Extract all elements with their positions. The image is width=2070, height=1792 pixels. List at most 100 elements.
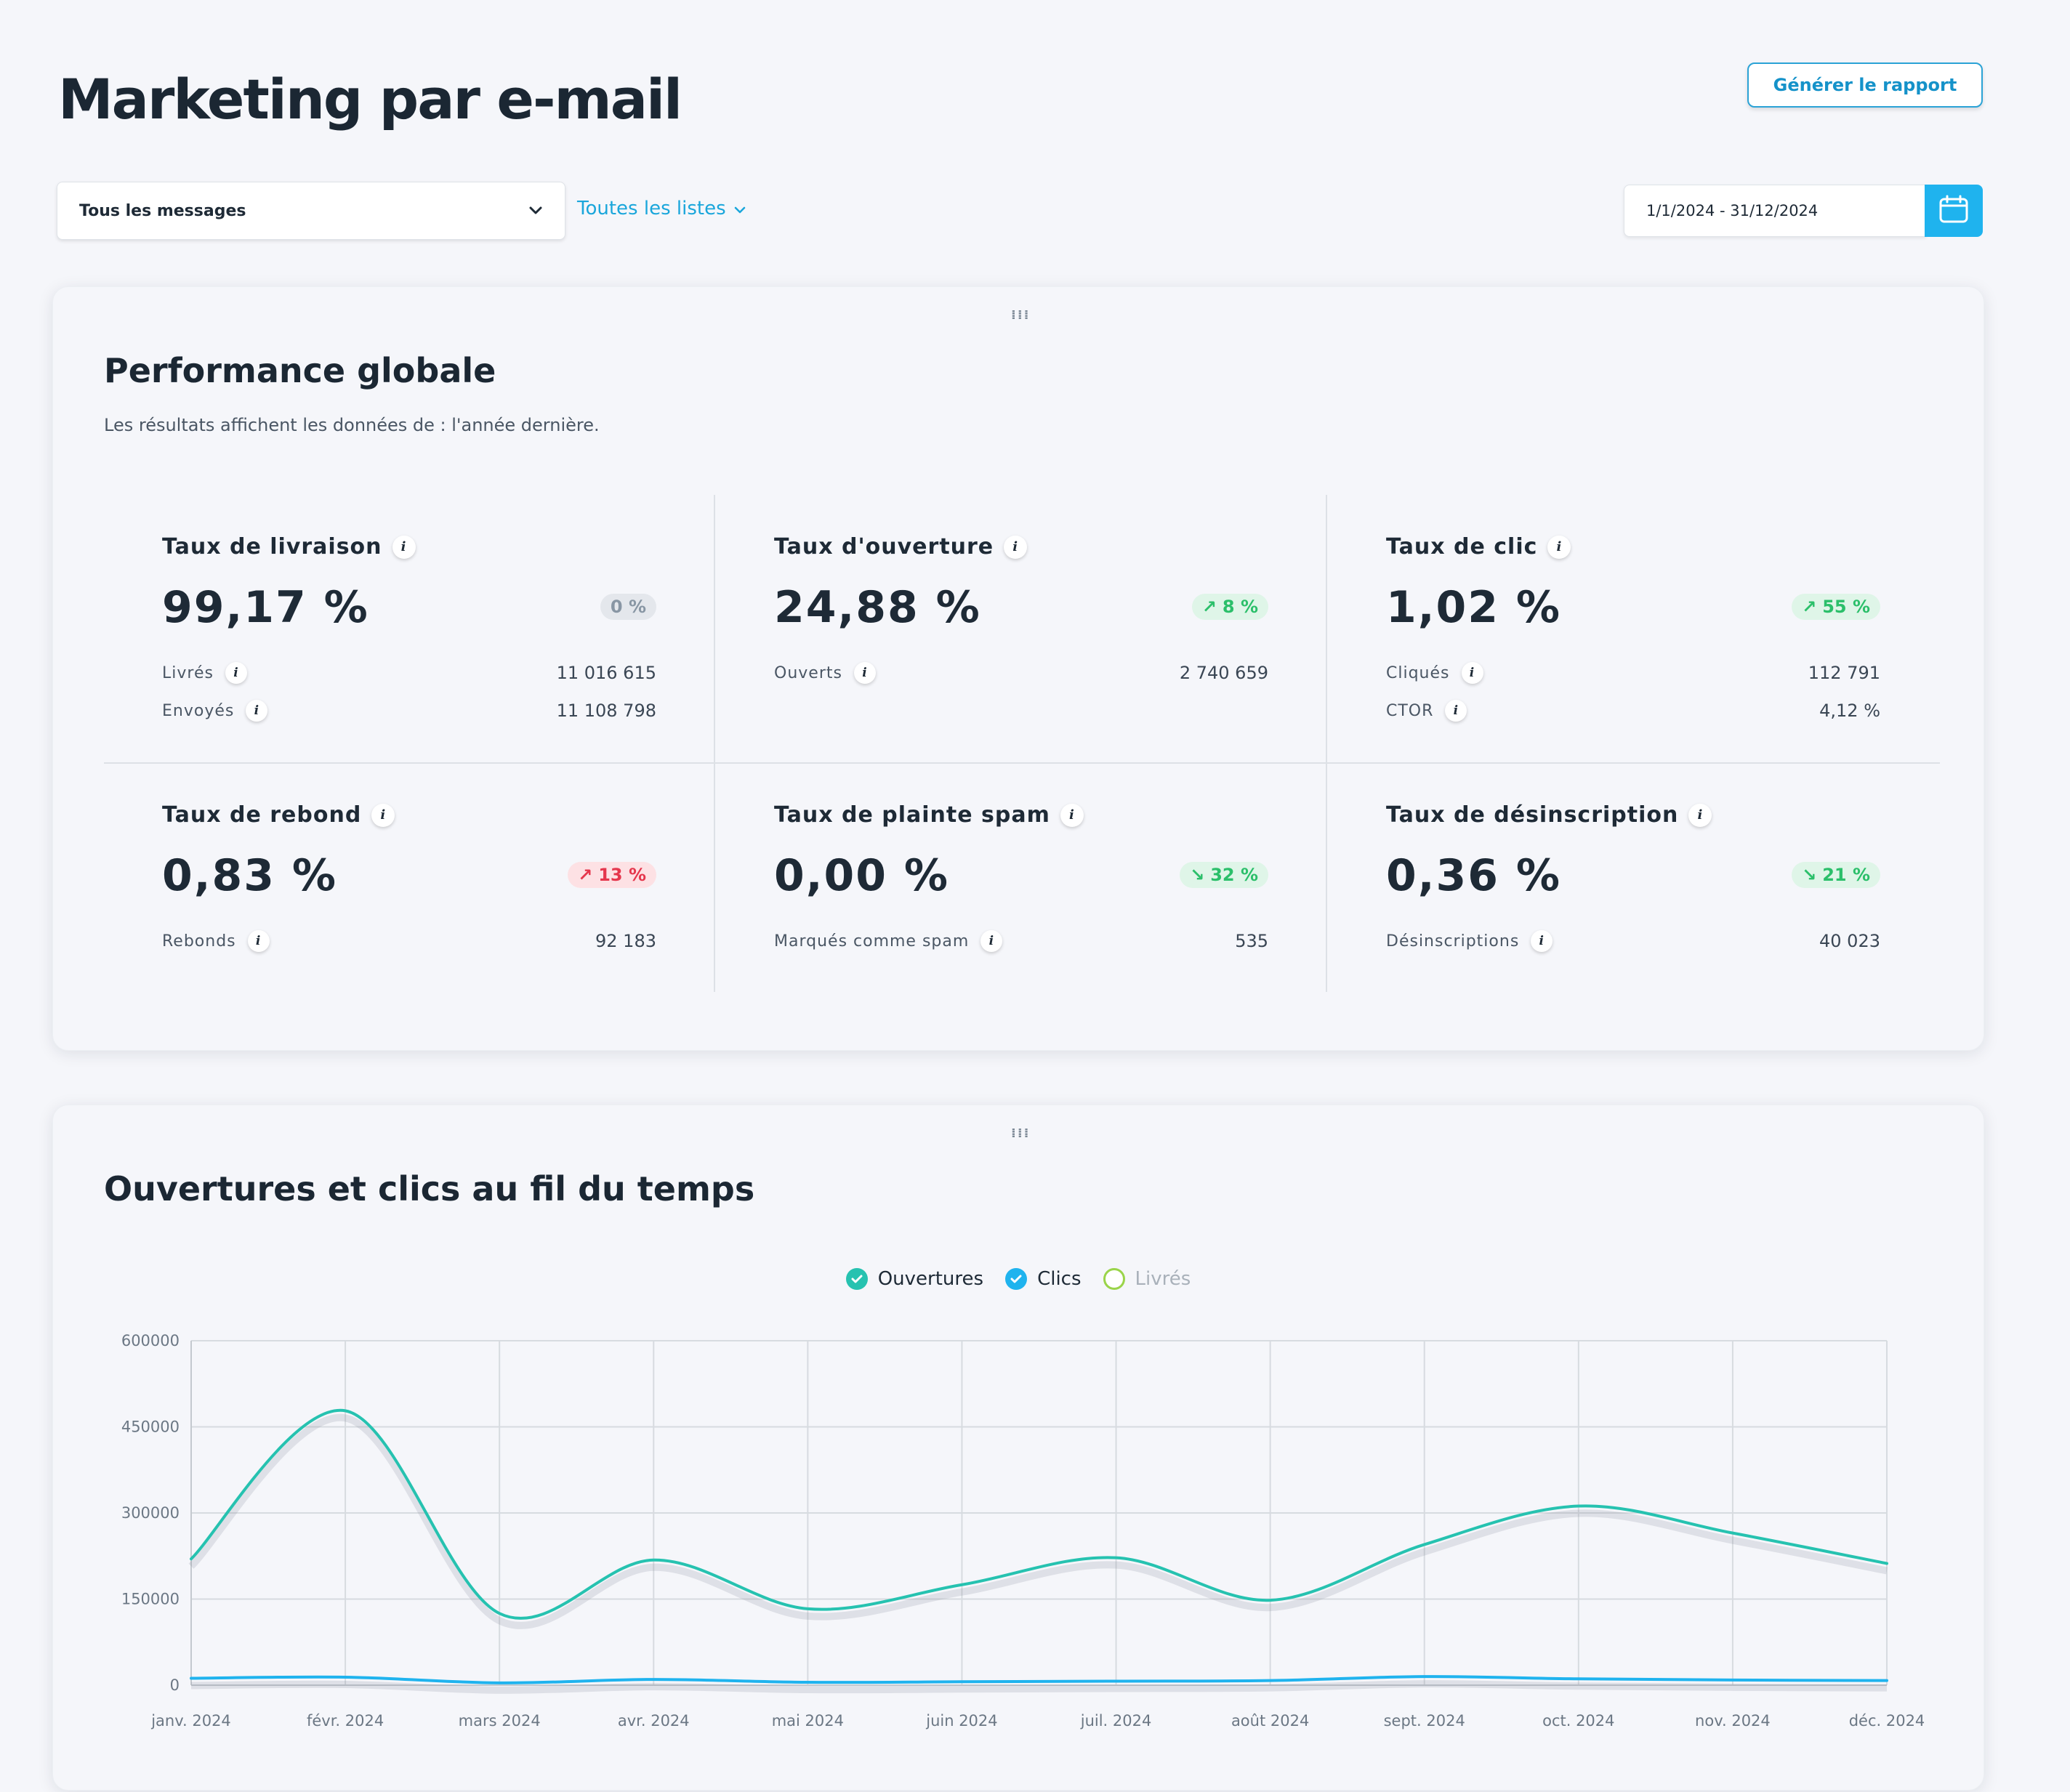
metric-title: Taux de clic bbox=[1386, 534, 1538, 560]
metric-detail-row: CTOR i 4,12 % bbox=[1386, 700, 1880, 722]
line-chart: 0 150000 300000 450000 600000 janv. 2024 févr.… bbox=[121, 1332, 1925, 1730]
legend-label: Ouvertures bbox=[877, 1268, 984, 1290]
metric-detail-value: 4,12 % bbox=[1819, 701, 1880, 721]
legend-label: Livrés bbox=[1135, 1268, 1191, 1290]
metric-title: Taux de plainte spam bbox=[774, 802, 1050, 828]
trend-arrow-icon: ↗ bbox=[1201, 597, 1217, 617]
trend-badge-value: 21 % bbox=[1822, 865, 1870, 885]
info-icon[interactable]: i bbox=[225, 662, 247, 684]
x-tick-label: juil. 2024 bbox=[1080, 1712, 1152, 1730]
divider bbox=[1326, 495, 1327, 992]
metric-detail-label: Rebonds bbox=[162, 932, 236, 951]
info-icon[interactable]: i bbox=[980, 930, 1003, 952]
drag-handle-icon[interactable]: ⁞⁞⁞ bbox=[1011, 307, 1031, 323]
lists-dropdown-link[interactable]: Toutes les listes bbox=[577, 198, 746, 219]
metric-detail-label: Marqués comme spam bbox=[774, 932, 970, 951]
performance-title: Performance globale bbox=[104, 351, 496, 390]
metric-detail-value: 40 023 bbox=[1819, 931, 1880, 951]
metric-detail-row: Cliqués i 112 791 bbox=[1386, 662, 1880, 684]
calendar-button[interactable] bbox=[1925, 185, 1983, 237]
message-select[interactable]: Tous les messages bbox=[57, 182, 565, 240]
metric-title: Taux de livraison bbox=[162, 534, 382, 560]
chart-legend: Ouvertures Clics Livrés bbox=[53, 1268, 1984, 1290]
info-icon[interactable]: i bbox=[1461, 662, 1483, 684]
date-range-value: 1/1/2024 - 31/12/2024 bbox=[1646, 202, 1819, 219]
x-tick-label: août 2024 bbox=[1231, 1712, 1309, 1730]
series-shadow bbox=[190, 1680, 1888, 1694]
trend-arrow-icon: ↗ bbox=[1802, 597, 1817, 617]
metric-title-row: Taux de rebond i bbox=[162, 802, 656, 828]
series-shadow bbox=[188, 1413, 1888, 1629]
trend-badge-value: 55 % bbox=[1822, 597, 1870, 617]
chart-card: ⁞⁞⁞ Ouvertures et clics au fil du temps … bbox=[52, 1105, 1984, 1791]
metric-value: 0,00 % bbox=[774, 850, 950, 901]
metric-bounce-rate: Taux de rebond i 0,83 % ↗ 13 % Rebonds i… bbox=[162, 802, 656, 952]
metric-detail-label: CTOR bbox=[1386, 701, 1434, 720]
trend-badge: ↘ 21 % bbox=[1792, 862, 1880, 888]
message-select-value: Tous les messages bbox=[79, 201, 246, 220]
info-icon[interactable]: i bbox=[392, 535, 416, 559]
info-icon[interactable]: i bbox=[1531, 930, 1553, 952]
metric-detail-label: Envoyés bbox=[162, 701, 235, 720]
metric-detail-label: Ouverts bbox=[774, 663, 842, 682]
metric-spam-rate: Taux de plainte spam i 0,00 % ↘ 32 % Mar… bbox=[774, 802, 1268, 952]
x-tick-label: janv. 2024 bbox=[150, 1712, 231, 1730]
trend-badge-value: 0 % bbox=[610, 597, 646, 617]
metric-detail-value: 2 740 659 bbox=[1179, 663, 1268, 683]
metric-title: Taux d'ouverture bbox=[774, 534, 994, 560]
metric-detail-value: 11 108 798 bbox=[556, 701, 656, 721]
info-icon[interactable]: i bbox=[247, 930, 270, 952]
trend-badge: ↗ 55 % bbox=[1792, 594, 1880, 620]
legend-item[interactable]: Ouvertures bbox=[845, 1268, 984, 1290]
metric-detail-label: Cliqués bbox=[1386, 663, 1450, 682]
legend-label: Clics bbox=[1037, 1268, 1082, 1290]
metric-title-row: Taux d'ouverture i bbox=[774, 534, 1268, 560]
metric-value: 0,83 % bbox=[162, 850, 338, 901]
metric-title-row: Taux de livraison i bbox=[162, 534, 656, 560]
chevron-down-icon bbox=[528, 202, 543, 220]
date-range-input[interactable]: 1/1/2024 - 31/12/2024 bbox=[1624, 185, 1926, 237]
metric-title: Taux de désinscription bbox=[1386, 802, 1679, 828]
check-circle-icon bbox=[1005, 1268, 1028, 1290]
trend-badge-value: 32 % bbox=[1210, 865, 1258, 885]
empty-circle-icon bbox=[1103, 1268, 1125, 1290]
info-icon[interactable]: i bbox=[1445, 700, 1467, 722]
metric-click-rate: Taux de clic i 1,02 % ↗ 55 % Cliqués i 1… bbox=[1386, 534, 1880, 722]
trend-badge: ↗ 8 % bbox=[1191, 594, 1268, 620]
y-tick-label: 0 bbox=[170, 1676, 180, 1694]
x-tick-label: févr. 2024 bbox=[307, 1712, 384, 1730]
x-tick-label: oct. 2024 bbox=[1542, 1712, 1614, 1730]
x-tick-label: mars 2024 bbox=[459, 1712, 541, 1730]
trend-badge: ↗ 13 % bbox=[568, 862, 656, 888]
trend-badge-value: 8 % bbox=[1222, 597, 1258, 617]
metric-value: 99,17 % bbox=[162, 582, 369, 633]
info-icon[interactable]: i bbox=[246, 700, 268, 722]
x-tick-label: avr. 2024 bbox=[618, 1712, 690, 1730]
metric-detail-row: Rebonds i 92 183 bbox=[162, 930, 656, 952]
info-icon[interactable]: i bbox=[1688, 803, 1712, 827]
x-tick-label: mai 2024 bbox=[772, 1712, 844, 1730]
info-icon[interactable]: i bbox=[853, 662, 876, 684]
legend-item[interactable]: Livrés bbox=[1103, 1268, 1191, 1290]
page-title: Marketing par e-mail bbox=[58, 67, 682, 132]
calendar-icon bbox=[1938, 195, 1969, 227]
info-icon[interactable]: i bbox=[371, 803, 395, 827]
metric-open-rate: Taux d'ouverture i 24,88 % ↗ 8 % Ouverts… bbox=[774, 534, 1268, 684]
metric-detail-value: 535 bbox=[1235, 931, 1268, 951]
series-line-ouvertures bbox=[190, 1408, 1888, 1620]
metric-detail-row: Envoyés i 11 108 798 bbox=[162, 700, 656, 722]
lists-link-label: Toutes les listes bbox=[577, 198, 726, 219]
info-icon[interactable]: i bbox=[1060, 803, 1084, 827]
chart-title: Ouvertures et clics au fil du temps bbox=[104, 1169, 755, 1208]
trend-arrow-icon: ↘ bbox=[1802, 865, 1817, 885]
drag-handle-icon[interactable]: ⁞⁞⁞ bbox=[1011, 1126, 1031, 1141]
info-icon[interactable]: i bbox=[1004, 535, 1028, 559]
performance-card: ⁞⁞⁞ Performance globale Les résultats af… bbox=[52, 286, 1984, 1051]
generate-report-button[interactable]: Générer le rapport bbox=[1747, 62, 1983, 108]
legend-item[interactable]: Clics bbox=[1005, 1268, 1082, 1290]
x-tick-label: déc. 2024 bbox=[1849, 1712, 1925, 1730]
metric-value: 24,88 % bbox=[774, 582, 981, 633]
info-icon[interactable]: i bbox=[1547, 535, 1571, 559]
divider bbox=[714, 495, 715, 992]
metric-title-row: Taux de désinscription i bbox=[1386, 802, 1880, 828]
